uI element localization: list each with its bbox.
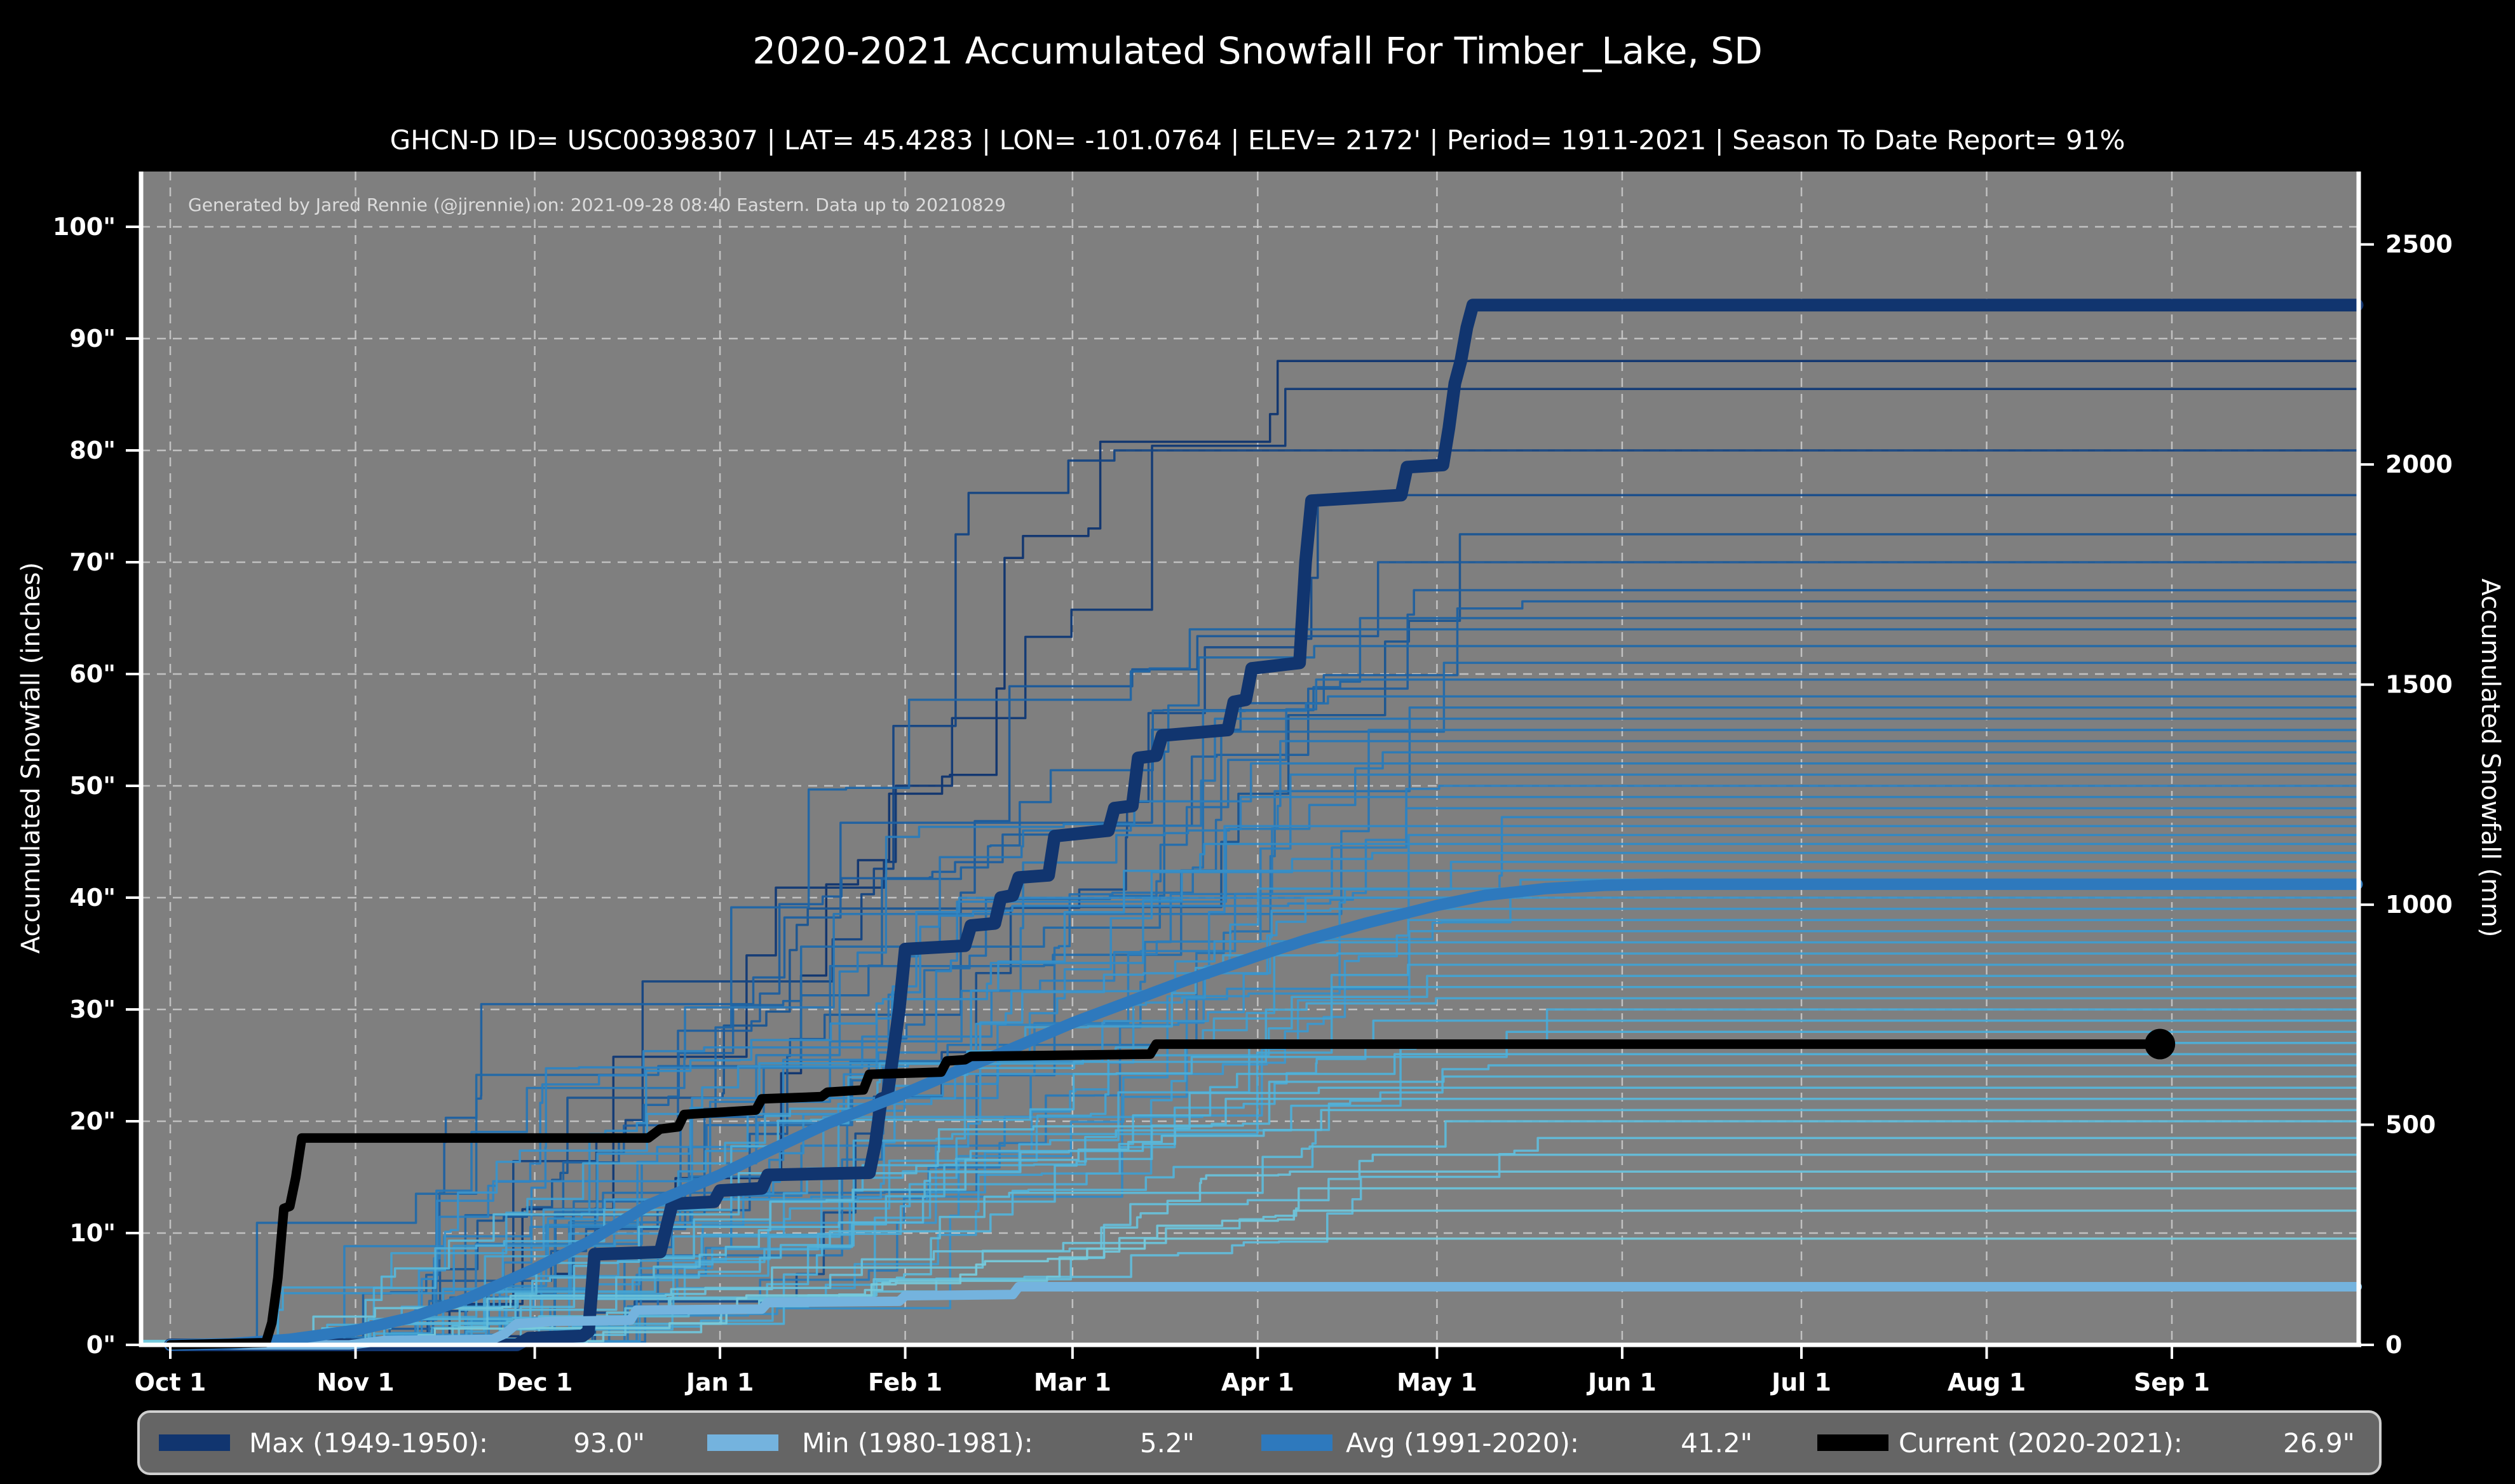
y-tick-label-left: 70" [69,548,116,576]
x-tick-label: Aug 1 [1948,1368,2026,1396]
x-tick-label: Sep 1 [2134,1368,2210,1396]
station-metadata-subtitle: GHCN-D ID= USC00398307 | LAT= 45.4283 | … [390,125,2125,156]
historical-season-trace [141,617,2359,1344]
y-tick-label-left: 30" [69,995,116,1023]
historical-season-trace [141,785,2359,1344]
x-tick-label: Apr 1 [1221,1368,1294,1396]
x-tick-label: Nov 1 [316,1368,394,1396]
series-end-dot-current [2145,1029,2176,1060]
y-tick-label-left: 20" [69,1107,116,1135]
historical-season-trace [141,1210,2359,1342]
historical-season-trace [141,1030,2359,1344]
historical-season-trace [141,842,2359,1345]
historical-season-trace [141,1086,2359,1345]
x-tick-label: Oct 1 [135,1368,207,1396]
historical-season-trace [141,1154,2359,1342]
y-axis-label-left: Accumulated Snowfall (inches) [17,562,46,954]
highlight-series [164,299,2364,1351]
legend-value-avg: 41.2" [1681,1427,1752,1459]
x-tick-label: Dec 1 [497,1368,573,1396]
historical-season-trace [141,388,2359,1345]
historical-season-trace [141,1187,2359,1346]
y-tick-label-right: 0 [2385,1331,2402,1359]
historical-season-trace [141,1075,2359,1346]
axis-ticks-and-labels: 0" 10" 20" 30" 40" 50" 60" 70" 80" 90" 100" 0 500 100… [53,213,2453,1396]
y-tick-label-right: 2000 [2385,450,2453,478]
series-line-min [165,1282,2362,1350]
y-tick-label-left: 100" [53,213,116,241]
legend-value-min: 5.2" [1140,1427,1195,1459]
historical-season-trace [141,1137,2359,1345]
historical-season-trace [141,1109,2359,1343]
plot-area [141,172,2359,1345]
historical-season-trace [141,807,2359,1342]
x-tick-label: May 1 [1397,1368,1477,1396]
legend-value-current: 26.9" [2283,1427,2355,1459]
attribution-text: Generated by Jared Rennie (@jjrennie) on… [188,194,1006,215]
y-tick-label-left: 10" [69,1219,116,1247]
y-tick-label-right: 500 [2385,1111,2436,1139]
series-line-avg [165,878,2363,1351]
legend-label-current: Current (2020-2021): [1899,1427,2183,1459]
series-line-current [165,1039,2165,1350]
legend-box [137,1410,2382,1475]
legend-label-avg: Avg (1991-2020): [1346,1427,1579,1459]
legend-label-min: Min (1980-1981): [802,1427,1033,1459]
historical-season-trace [141,494,2359,1345]
x-tick-label: Feb 1 [868,1368,942,1396]
y-tick-label-left: 0" [86,1331,116,1359]
historical-season-trace [141,645,2359,1343]
legend-label-max: Max (1949-1950): [249,1427,488,1459]
historical-season-trace [141,907,2359,1343]
y-tick-label-right: 2500 [2385,231,2453,259]
x-tick-label: Jun 1 [1586,1368,1657,1396]
legend-value-max: 93.0" [573,1427,645,1459]
x-tick-label: Mar 1 [1034,1368,1111,1396]
y-tick-label-right: 1500 [2385,671,2453,699]
x-tick-label: Jul 1 [1770,1368,1831,1396]
y-axis-label-right: Accumulated Snowfall (mm) [2476,579,2505,938]
y-tick-label-left: 90" [69,325,116,353]
historical-season-trace [141,1238,2359,1344]
historical-season-trace [141,600,2359,1344]
y-tick-label-left: 40" [69,884,116,912]
y-tick-label-right: 1000 [2385,891,2453,919]
series-line-max [164,299,2364,1351]
x-tick-label: Jan 1 [684,1368,754,1396]
historical-season-trace [141,795,2359,1346]
legend: Max (1949-1950): 93.0" Min (1980-1981): 5.2… [137,1410,2382,1475]
historical-season-trace [141,997,2359,1342]
historical-year-traces [141,360,2359,1346]
y-tick-label-left: 50" [69,772,116,800]
axis-spines [139,172,2361,1347]
y-tick-label-left: 60" [69,660,116,688]
page-title: 2020-2021 Accumulated Snowfall For Timbe… [752,29,1763,72]
y-tick-label-left: 80" [69,436,116,464]
